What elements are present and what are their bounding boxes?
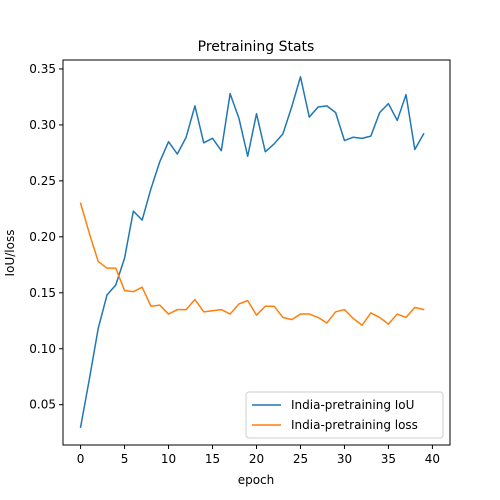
y-tick-label: 0.30 xyxy=(29,118,56,132)
x-axis-label: epoch xyxy=(238,473,275,487)
x-tick-label: 25 xyxy=(293,452,308,466)
legend-label: India-pretraining IoU xyxy=(291,398,414,412)
y-axis: 0.05 0.10 0.15 0.20 0.25 0.30 0.35 xyxy=(29,62,63,412)
x-tick-label: 40 xyxy=(425,452,440,466)
legend-label: India-pretraining loss xyxy=(291,418,418,432)
x-tick-label: 20 xyxy=(249,452,264,466)
x-axis: 0 5 10 15 20 25 30 35 40 xyxy=(77,445,440,466)
y-tick-label: 0.15 xyxy=(29,286,56,300)
y-tick-label: 0.10 xyxy=(29,342,56,356)
y-axis-label: IoU/loss xyxy=(3,230,17,277)
series-line-iou xyxy=(79,76,425,428)
x-tick-label: 0 xyxy=(77,452,85,466)
legend: India-pretraining IoU India-pretraining l… xyxy=(245,391,444,439)
x-tick-label: 5 xyxy=(121,452,129,466)
y-tick-label: 0.05 xyxy=(29,398,56,412)
y-tick-label: 0.20 xyxy=(29,230,56,244)
x-tick-label: 30 xyxy=(337,452,352,466)
plot-area: 0 5 10 15 20 25 30 35 40 0.05 0.10 0.15 0.20 0.25 0.3… xyxy=(29,59,451,466)
x-tick-label: 35 xyxy=(381,452,396,466)
x-tick-label: 15 xyxy=(205,452,220,466)
y-tick-label: 0.35 xyxy=(29,62,56,76)
chart-title: Pretraining Stats xyxy=(198,39,315,55)
x-tick-label: 10 xyxy=(161,452,176,466)
y-tick-label: 0.25 xyxy=(29,174,56,188)
legend-box xyxy=(245,391,444,439)
series-lines xyxy=(79,76,425,428)
series-line-loss xyxy=(79,202,425,326)
